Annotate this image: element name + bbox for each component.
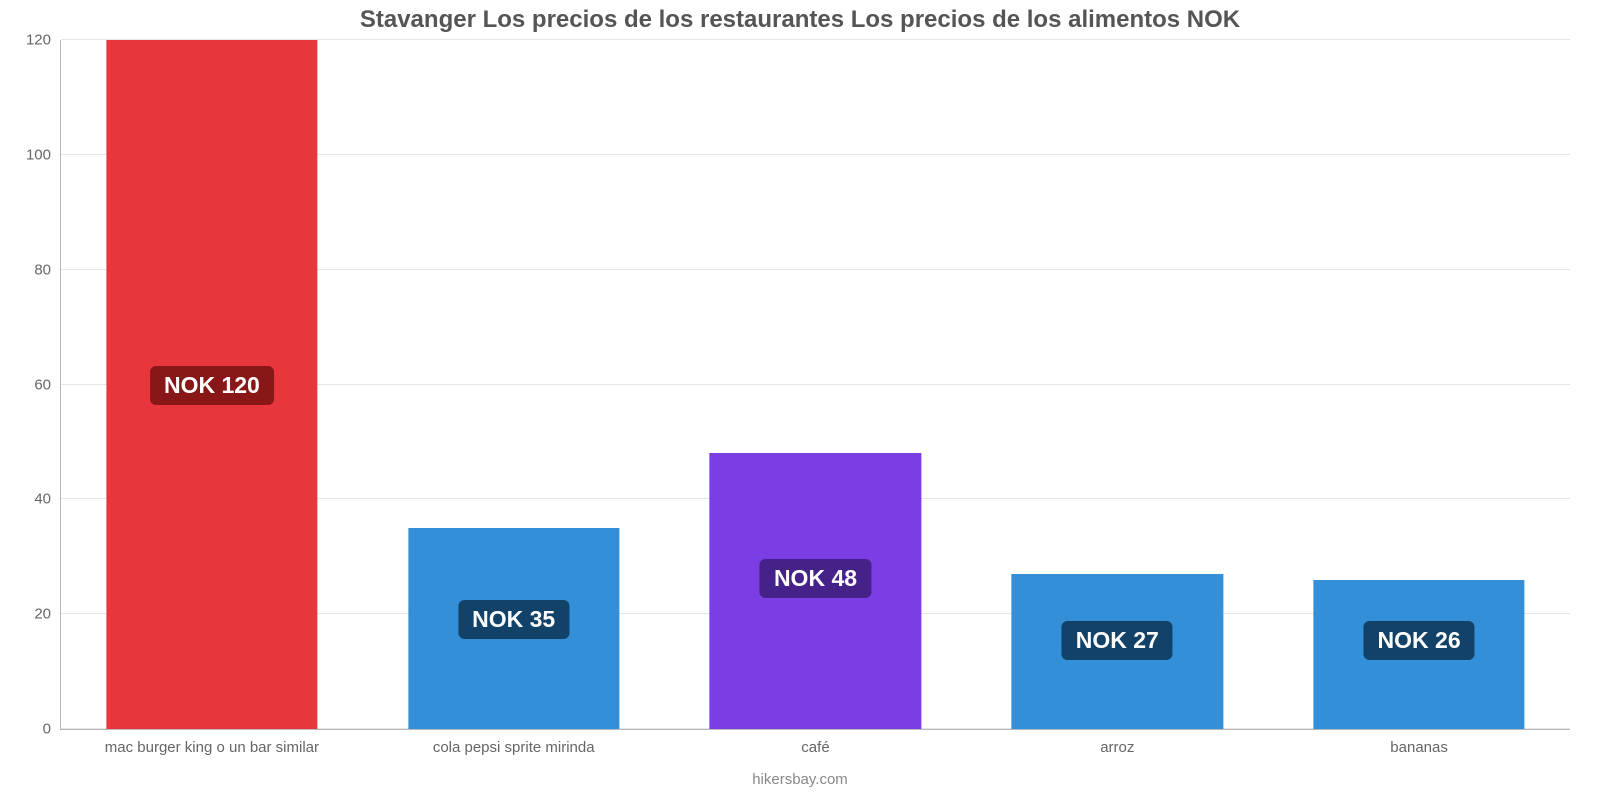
bar-slot: NOK 35 cola pepsi sprite mirinda xyxy=(363,40,665,729)
attribution: hikersbay.com xyxy=(0,771,1600,788)
plot-area: 0 20 40 60 80 100 120 NOK 120 mac burger… xyxy=(60,40,1570,730)
ytick-label: 120 xyxy=(26,32,61,49)
price-chart: Stavanger Los precios de los restaurante… xyxy=(0,0,1600,800)
value-badge: NOK 48 xyxy=(760,559,871,598)
xtick-label: cola pepsi sprite mirinda xyxy=(433,729,595,756)
ytick-label: 60 xyxy=(34,376,61,393)
bar-slot: NOK 26 bananas xyxy=(1268,40,1570,729)
value-badge: NOK 27 xyxy=(1062,621,1173,660)
value-badge: NOK 120 xyxy=(150,366,274,405)
bar-slot: NOK 48 café xyxy=(665,40,967,729)
xtick-label: arroz xyxy=(1100,729,1134,756)
bars-container: NOK 120 mac burger king o un bar similar… xyxy=(61,40,1570,729)
ytick-label: 80 xyxy=(34,261,61,278)
xtick-label: café xyxy=(801,729,829,756)
ytick-label: 40 xyxy=(34,491,61,508)
bar-slot: NOK 120 mac burger king o un bar similar xyxy=(61,40,363,729)
chart-title: Stavanger Los precios de los restaurante… xyxy=(0,6,1600,34)
xtick-label: bananas xyxy=(1390,729,1448,756)
xtick-label: mac burger king o un bar similar xyxy=(105,729,319,756)
bar-slot: NOK 27 arroz xyxy=(966,40,1268,729)
value-badge: NOK 26 xyxy=(1364,621,1475,660)
ytick-label: 20 xyxy=(34,606,61,623)
ytick-label: 0 xyxy=(43,721,61,738)
value-badge: NOK 35 xyxy=(458,600,569,639)
ytick-label: 100 xyxy=(26,146,61,163)
